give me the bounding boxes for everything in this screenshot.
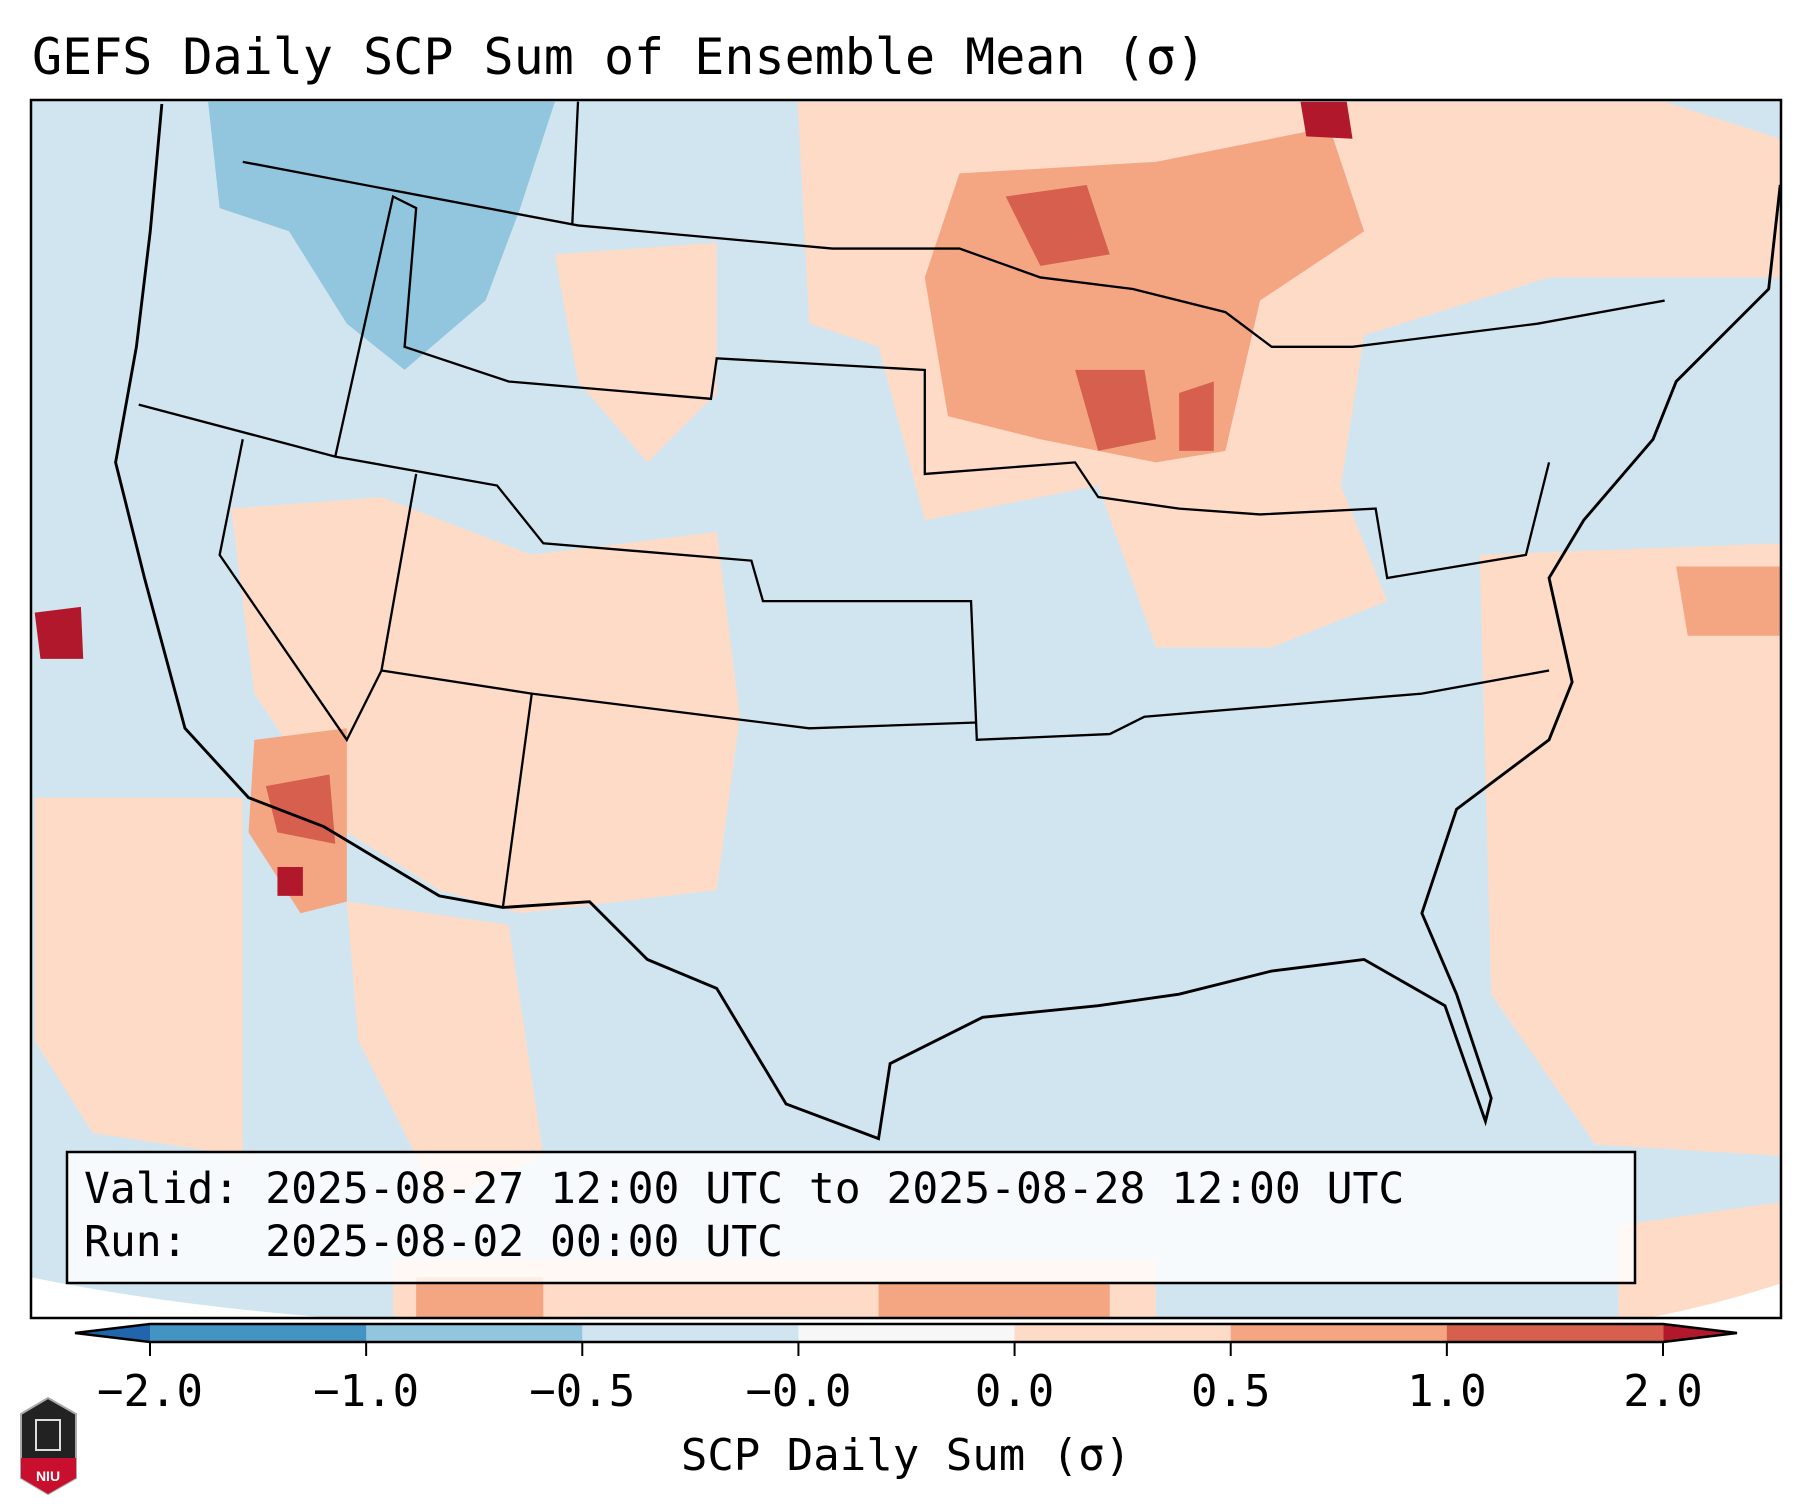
colorbar-segment (150, 1324, 367, 1342)
niu-logo: NIU (20, 1396, 77, 1496)
colorbar-segment (582, 1324, 799, 1342)
map-frame (29, 98, 1783, 1320)
colorbar-segment (366, 1324, 583, 1342)
chart-title: GEFS Daily SCP Sum of Ensemble Mean (σ) (32, 28, 1206, 86)
info-box (65, 1150, 1637, 1285)
colorbar-tick-label: −2.0 (97, 1366, 203, 1417)
positive-anomaly-atlantic (1479, 543, 1781, 1156)
colorbar-tick-label: −0.0 (745, 1366, 851, 1417)
colorbar-segment (1446, 1324, 1664, 1342)
max-anomaly-spot (1300, 101, 1353, 139)
valid-time-text: Valid: 2025-08-27 12:00 UTC to 2025-08-2… (84, 1164, 1404, 1214)
colorbar-tick-label: 2.0 (1623, 1366, 1702, 1417)
colorbar-ticks: −2.0 −1.0 −0.5 −0.0 0.0 0.5 1.0 2.0 (97, 1342, 1703, 1417)
anomaly-field (31, 101, 1781, 1318)
run-time-text: Run: 2025-08-02 00:00 UTC (84, 1217, 783, 1267)
colorbar-segment (1014, 1324, 1232, 1342)
positive-anomaly-pacific (34, 797, 243, 1156)
colorbar-segment (798, 1324, 1016, 1342)
colorbar-tick-label: −0.5 (529, 1366, 635, 1417)
colorbar-segment (1230, 1324, 1448, 1342)
colorbar-tick-label: 0.5 (1191, 1366, 1270, 1417)
colorbar (74, 1322, 1738, 1344)
colorbar-tick-label: 0.0 (975, 1366, 1054, 1417)
map-area: Valid: 2025-08-27 12:00 UTC to 2025-08-2… (31, 100, 1781, 1318)
colorbar-extend-high (1663, 1324, 1737, 1342)
svg-text:NIU: NIU (36, 1468, 60, 1484)
colorbar-label: SCP Daily Sum (σ) (681, 1430, 1131, 1481)
positive-anomaly-sw (231, 497, 740, 914)
colorbar-extend-low (75, 1324, 150, 1342)
colorbar-tick-label: −1.0 (313, 1366, 419, 1417)
negative-anomaly-nw (208, 101, 555, 370)
us-outline (114, 103, 1781, 1141)
colorbar-tick-label: 1.0 (1407, 1366, 1486, 1417)
canada-border (242, 160, 1665, 348)
